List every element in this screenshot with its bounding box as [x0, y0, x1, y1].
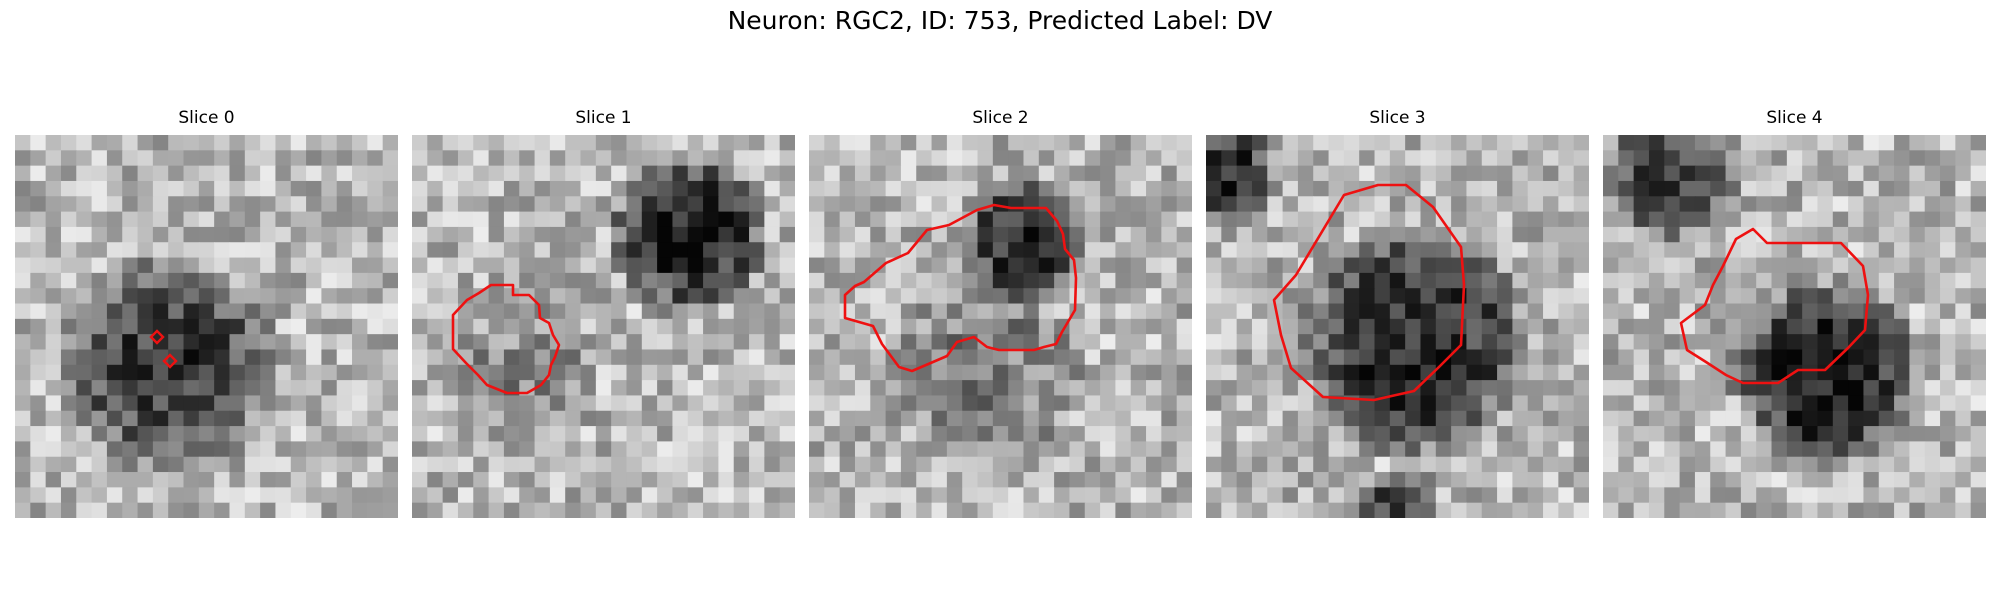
slice-image [412, 135, 795, 518]
slice-title: Slice 3 [1369, 108, 1426, 128]
slice-title: Slice 0 [178, 108, 235, 128]
slice-title: Slice 2 [972, 108, 1029, 128]
roi-contour [843, 203, 1078, 373]
slice-image [15, 135, 398, 518]
figure-title: Neuron: RGC2, ID: 753, Predicted Label: … [727, 6, 1273, 35]
roi-marker [162, 353, 178, 369]
slice-title: Slice 4 [1766, 108, 1823, 128]
slice-image [809, 135, 1192, 518]
roi-contour [1679, 227, 1870, 385]
slice-title: Slice 1 [575, 108, 632, 128]
roi-contour [1272, 183, 1466, 402]
slice-image [1206, 135, 1589, 518]
roi-marker [149, 329, 165, 345]
roi-contour [451, 283, 561, 395]
slice-image [1603, 135, 1986, 518]
